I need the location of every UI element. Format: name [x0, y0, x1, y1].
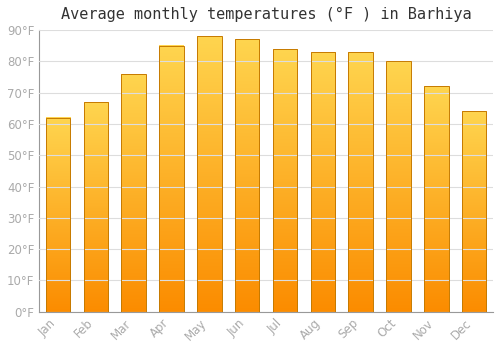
Bar — [46, 118, 70, 312]
Bar — [235, 40, 260, 312]
Bar — [348, 52, 373, 312]
Bar — [462, 111, 486, 312]
Bar — [84, 102, 108, 312]
Bar — [272, 49, 297, 312]
Bar — [424, 86, 448, 312]
Bar — [122, 74, 146, 312]
Bar — [386, 61, 411, 312]
Bar — [197, 36, 222, 312]
Bar — [160, 46, 184, 312]
Title: Average monthly temperatures (°F ) in Barhiya: Average monthly temperatures (°F ) in Ba… — [61, 7, 472, 22]
Bar — [310, 52, 335, 312]
